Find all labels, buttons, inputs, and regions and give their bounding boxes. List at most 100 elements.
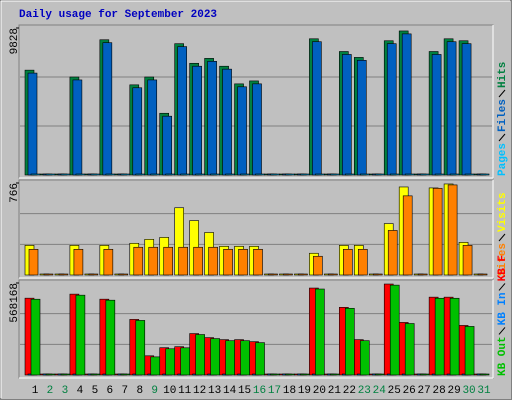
x-tick-label: 26: [403, 385, 416, 397]
bar: [431, 54, 442, 176]
bar: [300, 373, 310, 376]
x-tick-label: 23: [358, 385, 371, 397]
bar: [240, 173, 250, 176]
bar: [43, 273, 54, 276]
bar: [434, 173, 445, 176]
bar: [389, 284, 400, 376]
bar: [73, 248, 84, 276]
x-tick-label: 7: [122, 385, 129, 397]
y-tick-label: 766: [9, 183, 21, 203]
bar: [162, 115, 173, 176]
bar: [330, 373, 340, 376]
legend-label: KB In: [497, 292, 509, 325]
bar: [60, 373, 71, 376]
bar: [210, 338, 220, 376]
bar: [283, 273, 293, 276]
bar: [389, 173, 400, 176]
bar: [434, 297, 445, 376]
legend-separator: [498, 89, 506, 98]
bar: [446, 41, 457, 176]
x-tick-label: 16: [253, 385, 266, 397]
bar: [105, 299, 116, 376]
bar: [404, 173, 415, 176]
bar: [315, 173, 325, 176]
bar: [356, 60, 367, 176]
bar: [210, 173, 220, 176]
bar: [180, 173, 190, 176]
legend-separator: [498, 283, 506, 291]
bar: [177, 46, 187, 176]
x-tick-label: 2: [47, 385, 54, 397]
bar: [270, 373, 280, 376]
bar: [374, 173, 385, 176]
x-tick-label: 17: [268, 385, 281, 397]
x-tick-label: 4: [77, 385, 84, 397]
bar: [432, 187, 443, 276]
bar: [285, 173, 295, 176]
x-tick-label: 18: [283, 385, 296, 397]
x-tick-label: 14: [223, 385, 237, 397]
x-tick-label: 9: [151, 385, 158, 397]
bar: [88, 273, 99, 276]
bar: [315, 288, 325, 376]
bar: [253, 248, 263, 276]
bar: [72, 79, 83, 176]
bar: [28, 248, 39, 276]
bar: [313, 255, 323, 276]
x-tick-label: 8: [136, 385, 143, 397]
bar: [285, 373, 295, 376]
bar: [401, 33, 412, 176]
x-tick-label: 22: [343, 385, 356, 397]
legend-separator: [498, 133, 506, 142]
bar: [479, 373, 490, 376]
bar: [135, 320, 146, 376]
bar: [207, 61, 217, 176]
bar: [464, 326, 475, 376]
bar: [298, 273, 308, 276]
legend-label: Files: [497, 99, 509, 132]
bar: [30, 173, 41, 176]
x-tick-label: 21: [328, 385, 342, 397]
x-tick-label: 5: [92, 385, 99, 397]
x-tick-label: 27: [418, 385, 431, 397]
bar: [102, 42, 113, 176]
bar: [330, 173, 340, 176]
x-tick-label: 15: [238, 385, 251, 397]
bar: [252, 83, 262, 176]
bar: [195, 173, 205, 176]
bar: [120, 373, 131, 376]
bar: [75, 173, 86, 176]
bar: [178, 246, 188, 276]
bar: [120, 173, 131, 176]
legend-label: Visits: [497, 192, 509, 232]
bar: [386, 43, 397, 176]
bar: [150, 173, 161, 176]
legend-label: Hits: [497, 62, 509, 88]
legend-label: Pages: [497, 143, 509, 176]
bar: [30, 298, 41, 376]
bar: [238, 248, 248, 276]
bar: [45, 373, 56, 376]
bar: [374, 373, 385, 376]
bar: [479, 173, 490, 176]
legend-label: KB Out: [497, 336, 509, 376]
bar: [404, 323, 415, 376]
y-tick-label: 9828: [9, 28, 21, 54]
bar: [45, 173, 56, 176]
legend-separator: [498, 233, 506, 242]
x-tick-label: 28: [433, 385, 446, 397]
bar: [223, 248, 233, 276]
bar: [165, 173, 176, 176]
bar: [103, 248, 114, 276]
bar: [135, 173, 146, 176]
y-tick-label: 568168: [9, 283, 21, 323]
bar: [343, 248, 353, 276]
bar: [163, 246, 174, 276]
legend-label: Sites: [497, 243, 509, 276]
bar: [225, 173, 235, 176]
bar: [118, 273, 129, 276]
x-tick-label: 13: [208, 385, 221, 397]
bar: [372, 273, 383, 276]
bar: [342, 54, 352, 176]
